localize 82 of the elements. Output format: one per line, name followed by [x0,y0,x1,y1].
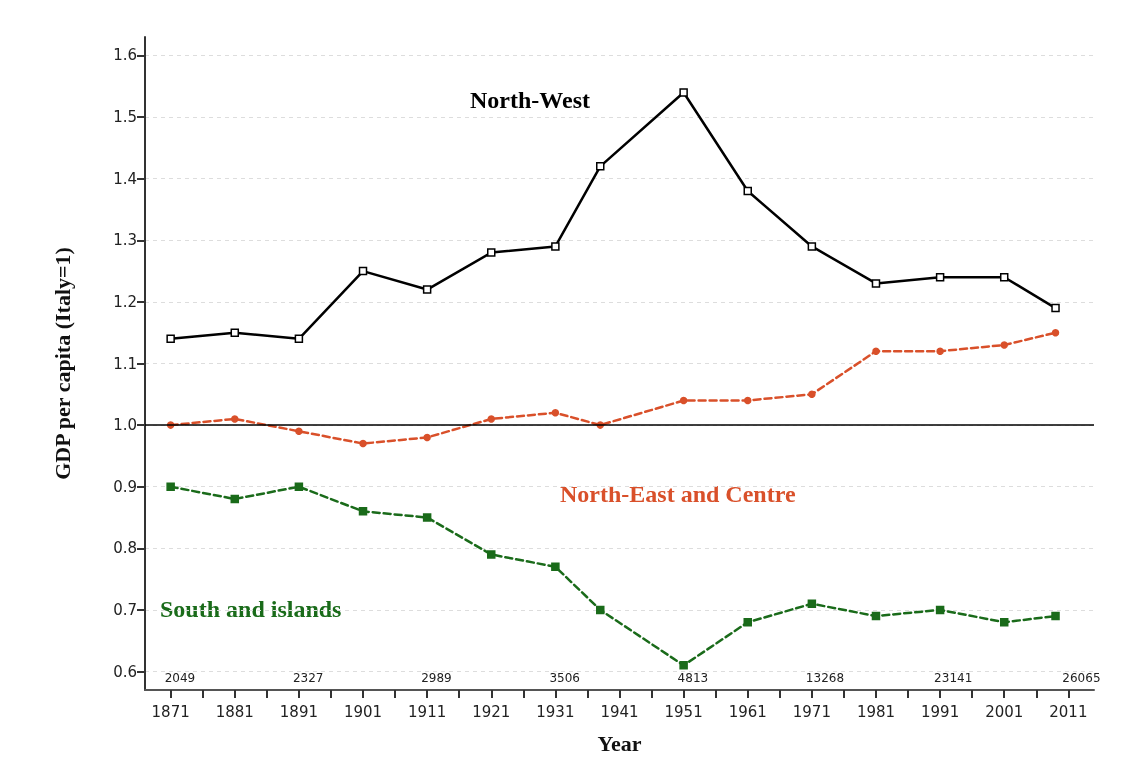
point [1000,341,1008,349]
point [231,415,239,423]
annotation: 2989 [421,671,452,685]
point [294,334,304,344]
point [808,390,816,399]
point [166,334,175,344]
point [935,605,945,615]
x-tick-label: 1981 [856,702,896,721]
y-tick-label: 1.1 [113,354,137,373]
point [551,562,560,572]
point [422,285,432,294]
point [807,242,817,251]
x-axis-title: Year [597,730,642,756]
y-tick-label: 1.3 [113,231,137,250]
annotation: 26065 [1062,671,1101,685]
point [487,248,496,257]
x-tick-label: 1871 [151,702,190,721]
point [999,617,1009,627]
point [1051,303,1060,313]
y-tick-label: 1.2 [113,292,137,311]
point [487,415,496,423]
point [999,273,1009,282]
point [359,439,367,448]
point [1051,328,1060,337]
point [295,427,303,436]
y-tick-label: 1.0 [113,416,137,435]
point [679,661,688,670]
point [230,494,240,504]
x-tick-label: 2011 [1049,702,1088,721]
point [166,482,175,491]
y-tick-label: 0.7 [113,600,137,619]
point [423,433,431,442]
annotation: 13268 [805,671,845,685]
x-tick-label: 2001 [985,702,1024,721]
x-tick-label: 1961 [728,702,767,721]
point [871,611,881,621]
x-tick-label: 1941 [600,702,639,721]
point [230,328,240,337]
point [294,482,304,491]
x-tick-label: 1951 [664,702,703,721]
annotation: 2327 [292,671,324,685]
x-tick-label: 1931 [536,702,575,721]
point [358,266,368,276]
series-label: North-West [470,87,590,113]
point [596,605,605,615]
point [807,599,817,608]
point [422,513,432,522]
y-tick-label: 1.5 [113,108,137,127]
x-tick-label: 1881 [215,702,254,721]
y-tick-label: 0.6 [113,662,137,681]
point [744,396,752,405]
y-tick-label: 1.4 [113,169,137,188]
point [1051,611,1060,621]
point [551,242,560,251]
point [743,186,752,196]
x-tick-label: 1971 [792,702,831,721]
y-tick-label: 0.8 [113,539,137,558]
annotation: 2049 [164,671,196,685]
y-tick-label: 0.9 [113,477,137,496]
point [935,273,945,282]
text: South and islands [160,596,342,622]
point [551,409,560,417]
point [743,617,752,627]
point [872,347,880,355]
point [596,162,605,171]
point [679,88,688,97]
point [679,396,688,405]
annotation: 4813 [677,671,709,685]
point [358,507,368,516]
y-tick-label: 1.6 [113,46,137,65]
x-tick-label: 1991 [921,702,960,721]
y-axis-title: GDP per capita (Italy=1) [49,247,75,480]
x-tick-label: 1911 [408,702,447,721]
x-tick-label: 1901 [343,702,383,721]
point [936,347,944,355]
text: North-East and Centre [560,481,796,507]
annotation: 3506 [549,671,580,685]
point [487,550,496,559]
annotation: 23141 [934,671,973,685]
point [871,279,881,288]
x-tick-label: 1921 [472,702,511,721]
x-tick-label: 1891 [279,702,318,721]
